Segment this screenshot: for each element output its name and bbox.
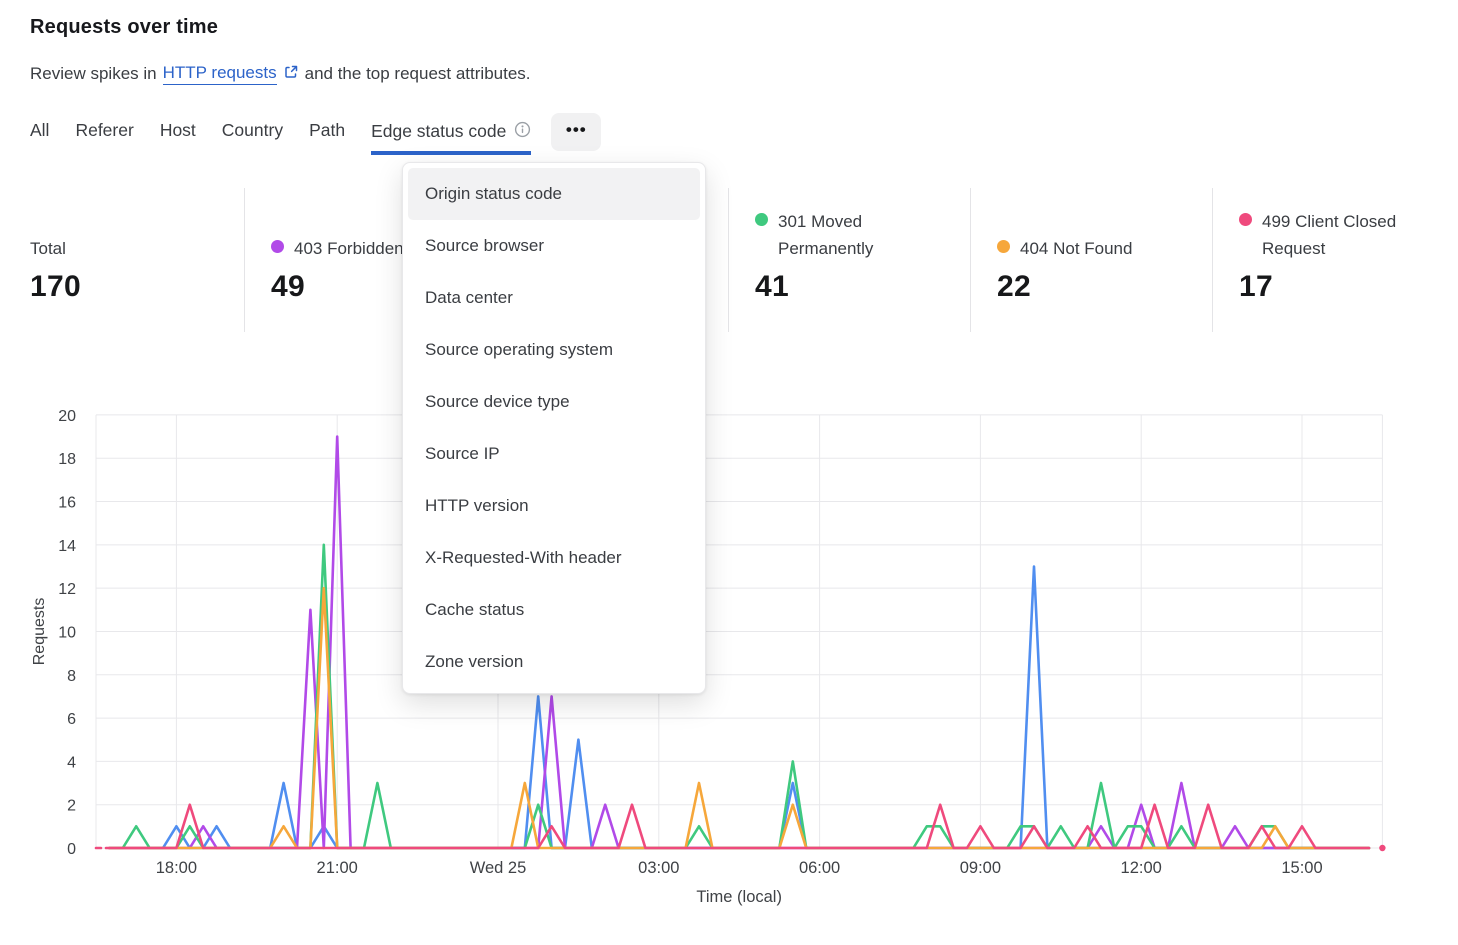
menu-item-source-ip[interactable]: Source IP: [425, 444, 500, 463]
external-link-icon: [283, 64, 299, 85]
svg-text:Requests: Requests: [31, 598, 48, 666]
stat-301-moved-permanently: 301 Moved Permanently 41: [728, 188, 970, 332]
svg-text:20: 20: [58, 410, 76, 425]
tab-host[interactable]: Host: [159, 120, 196, 140]
series-dot-403: [271, 239, 284, 253]
menu-item-source-operating-system[interactable]: Source operating system: [425, 340, 614, 359]
stat-499-client-closed-request: 499 Client Closed Request 17: [1212, 188, 1454, 332]
subtitle-prefix: Review spikes in: [30, 63, 157, 83]
series-dot-404: [997, 239, 1010, 253]
svg-text:10: 10: [58, 624, 76, 641]
menu-item-x-requested-with-header[interactable]: X-Requested-With header: [425, 548, 622, 567]
stat-value: 170: [30, 270, 81, 303]
menu-item-source-device-type[interactable]: Source device type: [425, 392, 570, 411]
svg-text:12: 12: [58, 581, 76, 598]
svg-text:8: 8: [67, 668, 76, 685]
menu-item-cache-status[interactable]: Cache status: [425, 600, 525, 619]
stat-404-not-found: 404 Not Found 22: [970, 188, 1212, 332]
svg-text:Wed 25: Wed 25: [470, 859, 527, 877]
menu-item-zone-version[interactable]: Zone version: [425, 652, 524, 671]
svg-text:4: 4: [67, 754, 76, 771]
svg-text:14: 14: [58, 538, 76, 555]
series-dot-499: [1239, 213, 1252, 227]
stats-row: Total 170 403 Forbidden 49 301 Moved Per…: [30, 188, 1442, 332]
menu-item-data-center[interactable]: Data center: [425, 288, 513, 307]
stat-label: 403 Forbidden: [294, 238, 404, 258]
stat-label: 301 Moved Permanently: [778, 212, 874, 258]
stat-label: 499 Client Closed Request: [1262, 212, 1397, 258]
stat-value: 41: [755, 270, 789, 303]
tab-country[interactable]: Country: [221, 120, 284, 140]
attribute-tabs: All Referer Host Country Path Edge statu…: [30, 113, 602, 155]
svg-text:21:00: 21:00: [317, 859, 358, 877]
requests-chart-svg: 0 2 4 6 8 10 12 14 16 18 20 18:00 21:00 Wed 25 03:00 06…: [31, 408, 1386, 906]
svg-text:15:00: 15:00: [1281, 859, 1322, 877]
subtitle-suffix: and the top request attributes.: [304, 63, 531, 83]
svg-text:Time (local): Time (local): [696, 888, 782, 906]
header: Requests over time: [30, 16, 218, 39]
svg-text:09:00: 09:00: [960, 859, 1001, 877]
info-icon[interactable]: [514, 121, 531, 143]
attribute-dropdown-menu: Origin status code Source browser Data c…: [402, 162, 706, 694]
svg-text:2: 2: [67, 798, 76, 815]
http-requests-link[interactable]: HTTP requests: [162, 63, 277, 85]
subtitle: Review spikes in HTTP requests and the t…: [30, 62, 531, 85]
stat-total: Total 170: [30, 188, 244, 332]
ellipsis-icon: •••: [565, 119, 587, 139]
svg-text:03:00: 03:00: [638, 859, 679, 877]
tab-all[interactable]: All: [30, 120, 50, 140]
svg-text:18: 18: [58, 451, 76, 468]
svg-text:0: 0: [67, 841, 76, 858]
page-title: Requests over time: [30, 16, 219, 38]
svg-text:12:00: 12:00: [1121, 859, 1162, 877]
svg-text:06:00: 06:00: [799, 859, 840, 877]
svg-text:6: 6: [67, 711, 76, 728]
series-dot-301: [755, 213, 768, 227]
stat-value: 49: [271, 270, 305, 303]
menu-item-http-version[interactable]: HTTP version: [425, 496, 529, 515]
svg-text:18:00: 18:00: [156, 859, 197, 877]
menu-item-origin-status-code[interactable]: Origin status code: [408, 168, 700, 220]
tab-path[interactable]: Path: [309, 120, 346, 140]
stat-403-forbidden: 403 Forbidden 49: [244, 188, 486, 332]
tab-referer[interactable]: Referer: [75, 120, 134, 140]
menu-item-source-browser[interactable]: Source browser: [425, 236, 545, 255]
stat-label: Total: [30, 238, 66, 258]
tab-edge-status-code[interactable]: Edge status code: [371, 120, 532, 155]
stat-value: 17: [1239, 270, 1273, 303]
stat-label: 404 Not Found: [1020, 238, 1133, 258]
stat-value: 22: [997, 270, 1031, 303]
requests-over-time-chart: 0 2 4 6 8 10 12 14 16 18 20 18:00 21:00 Wed 25 03:00 06…: [0, 408, 1458, 940]
overflow-menu-button[interactable]: •••: [551, 113, 602, 151]
svg-text:16: 16: [58, 495, 76, 512]
